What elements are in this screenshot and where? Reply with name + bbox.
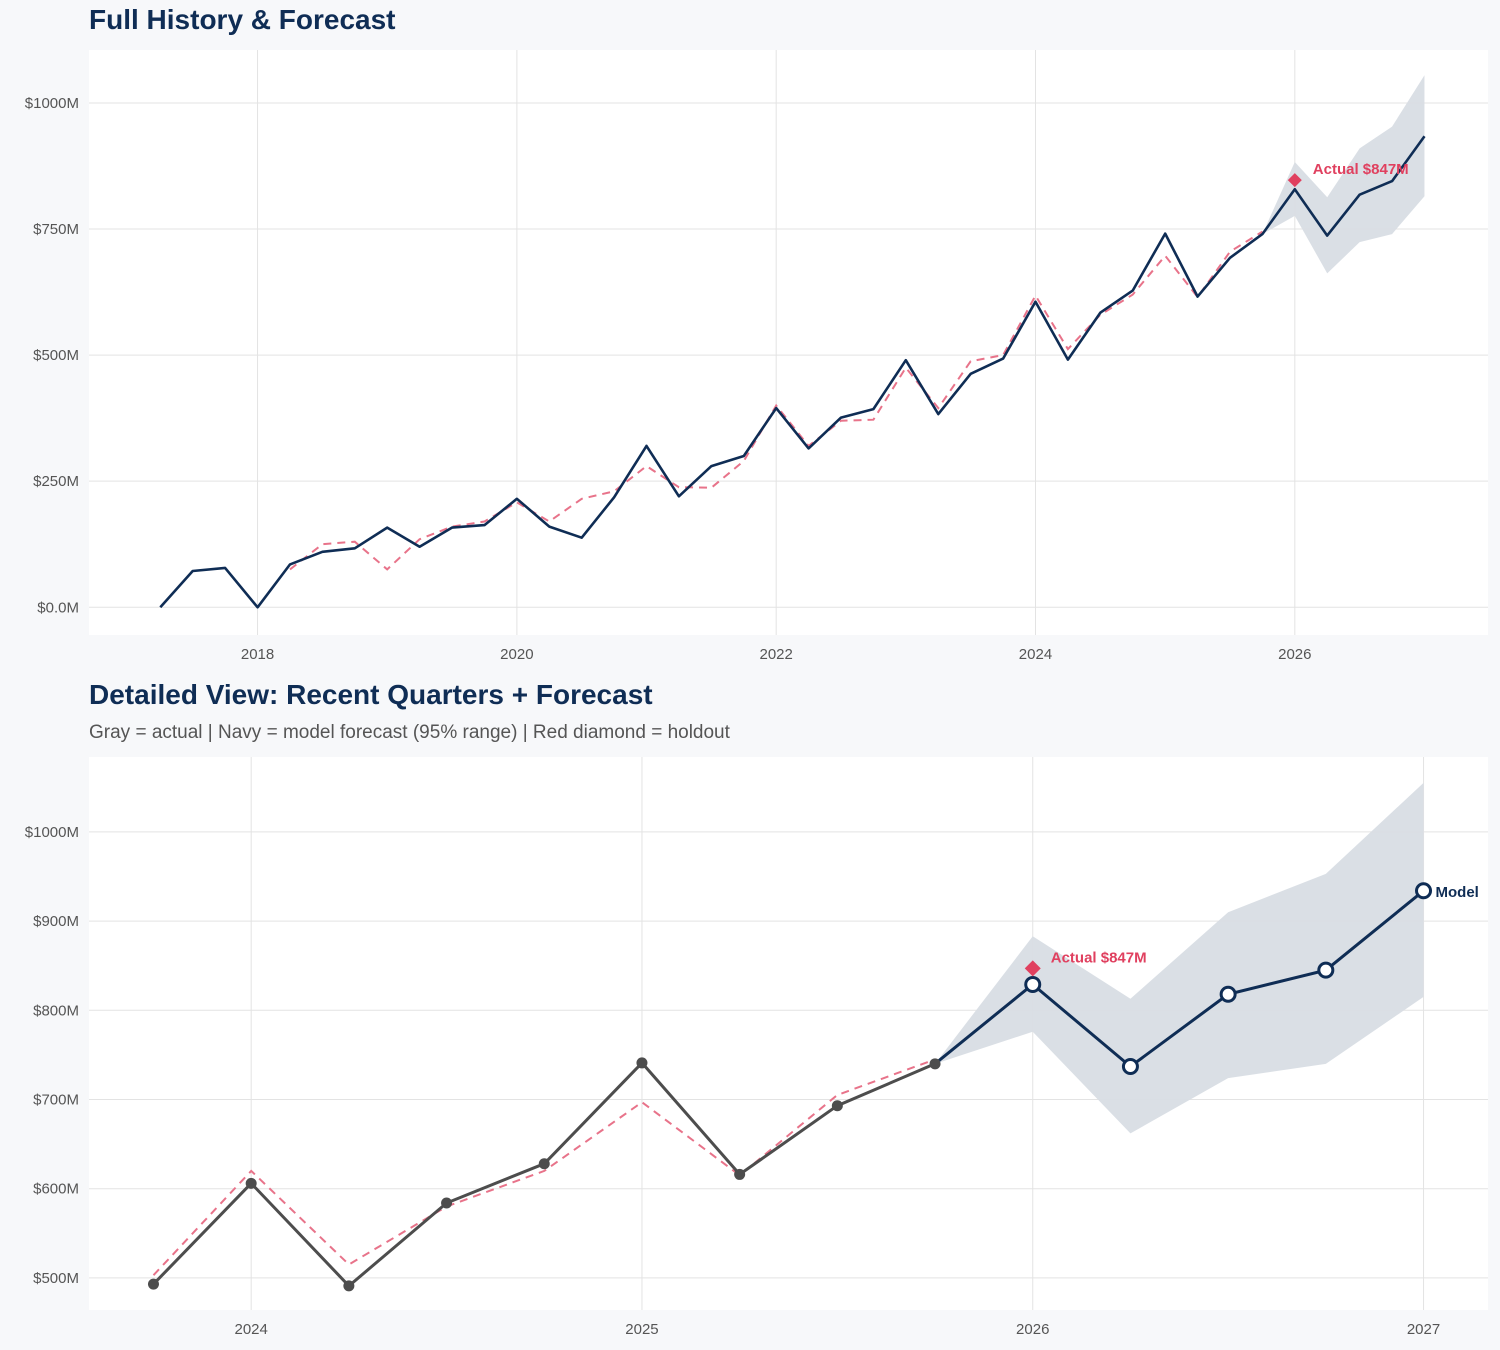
- actual-point: [245, 1177, 257, 1189]
- actual-point: [636, 1057, 648, 1069]
- x-tick-label: 2026: [1016, 1321, 1049, 1338]
- holdout-annotation: Actual $847M: [1313, 161, 1409, 178]
- y-tick-label: $0.0M: [37, 599, 79, 616]
- actual-point: [831, 1100, 843, 1112]
- chart-subtitle-detailed-view: Gray = actual | Navy = model forecast (9…: [89, 722, 730, 743]
- chart-title-full-history: Full History & Forecast: [89, 4, 396, 35]
- actual-point: [343, 1280, 355, 1292]
- model-point: [1024, 975, 1042, 993]
- x-tick-label: 2024: [234, 1321, 267, 1338]
- full-history-chart: Actual $847M $0.0M $250M $500M $750M $1000M 20…: [25, 50, 1488, 663]
- x-tick-label: 2024: [1019, 646, 1052, 663]
- model-point: [1121, 1058, 1139, 1076]
- y-tick-label: $500M: [33, 347, 79, 364]
- model-label: Model: [1436, 884, 1479, 901]
- y-tick-label: $800M: [33, 1002, 79, 1019]
- x-tick-label: 2025: [625, 1321, 658, 1338]
- x-tick-label: 2018: [241, 646, 274, 663]
- y-tick-label: $1000M: [25, 824, 79, 841]
- y-tick-label: $750M: [33, 221, 79, 238]
- holdout-diamond: [1287, 173, 1302, 188]
- backtest-fit-line: [152, 1058, 936, 1276]
- model-forecast-line: [934, 889, 1425, 1069]
- actual-point: [734, 1168, 746, 1180]
- x-tick-label: 2026: [1278, 646, 1311, 663]
- x-tick-label: 2027: [1407, 1321, 1440, 1338]
- plot-panel: [89, 50, 1488, 635]
- model-point: [1415, 882, 1433, 900]
- backtest-fit-line: [289, 230, 1263, 571]
- actual-point: [538, 1158, 550, 1170]
- model-point: [1219, 985, 1237, 1003]
- holdout-annotation: Actual $847M: [1051, 949, 1147, 966]
- holdout-diamond: [1024, 960, 1041, 977]
- y-tick-label: $900M: [33, 913, 79, 930]
- actual-point: [929, 1058, 941, 1070]
- confidence-band: [1262, 75, 1425, 274]
- actual-line: [159, 135, 1426, 609]
- confidence-band: [935, 782, 1424, 1134]
- y-tick-label: $1000M: [25, 95, 79, 112]
- actual-point: [147, 1278, 159, 1290]
- y-tick-label: $600M: [33, 1181, 79, 1198]
- y-tick-label: $250M: [33, 473, 79, 490]
- x-tick-label: 2022: [759, 646, 792, 663]
- y-tick-label: $700M: [33, 1092, 79, 1109]
- model-point: [1317, 961, 1335, 979]
- actual-point: [441, 1197, 453, 1209]
- chart-title-detailed-view: Detailed View: Recent Quarters + Forecas…: [89, 679, 653, 710]
- y-tick-label: $500M: [33, 1270, 79, 1287]
- x-tick-label: 2020: [500, 646, 533, 663]
